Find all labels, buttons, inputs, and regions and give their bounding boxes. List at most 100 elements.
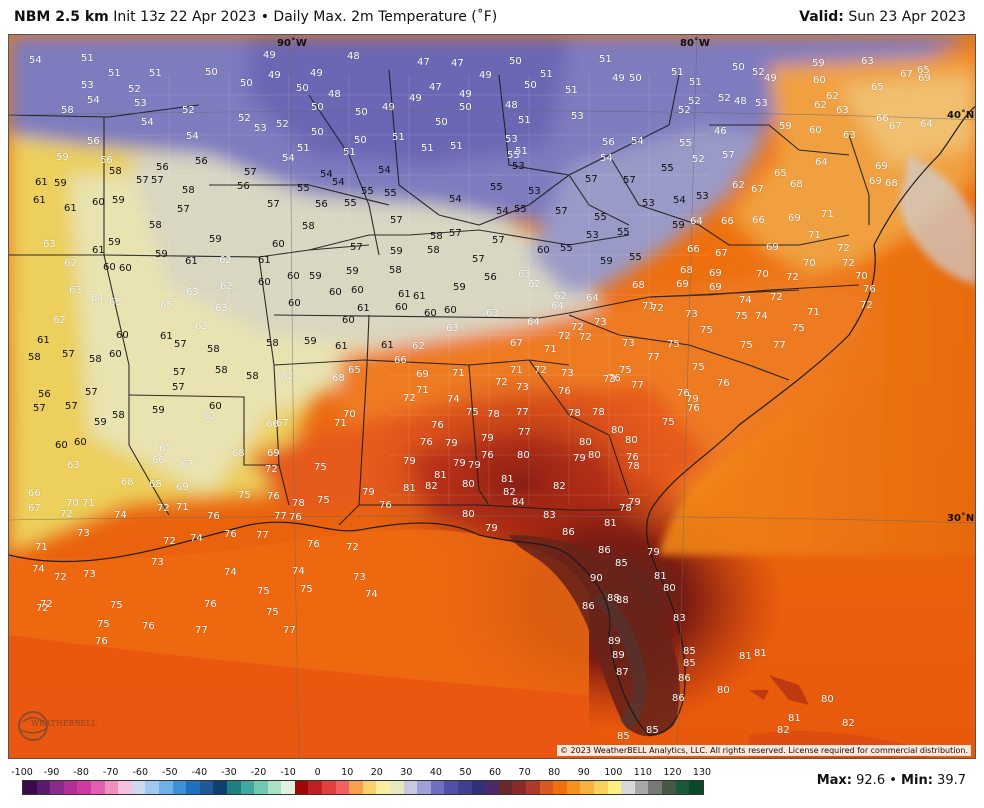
scale-tick-label: 120 — [663, 767, 682, 778]
scale-tick-label: 110 — [633, 767, 652, 778]
header: NBM 2.5 km Init 13z 22 Apr 2023 • Daily … — [0, 0, 984, 34]
scale-color-swatch — [634, 781, 649, 794]
scale-color-swatch — [512, 781, 526, 794]
max-min-stats: Max: 92.6 • Min: 39.7 — [816, 773, 966, 788]
scale-color-swatch — [593, 781, 608, 794]
stats-separator: • — [889, 773, 897, 788]
scale-tick-label: -100 — [11, 767, 33, 778]
scale-color-swatch — [199, 781, 214, 794]
scale-color-swatch — [118, 781, 132, 794]
scale-tick-label: 80 — [548, 767, 561, 778]
scale-tick-label: 50 — [459, 767, 472, 778]
scale-color-swatch — [322, 781, 336, 794]
max-value: 92.6 — [856, 773, 886, 788]
scale-color-swatch — [349, 781, 363, 794]
init-time: Init 13z 22 Apr 2023 — [113, 9, 257, 25]
valid-label: Valid — [799, 9, 839, 25]
scale-color-swatch — [648, 781, 662, 794]
scale-tick-label: -80 — [73, 767, 89, 778]
scale-color-swatch — [403, 781, 418, 794]
lat-label-30n: 30˚N — [947, 513, 975, 524]
copyright-notice: © 2023 WeatherBELL Analytics, LLC. All r… — [557, 745, 971, 756]
min-label: Min — [901, 773, 928, 788]
scale-tick-label: -60 — [132, 767, 149, 778]
scale-color-swatch — [145, 781, 159, 794]
min-value: 39.7 — [937, 773, 966, 788]
field-name: Daily Max. 2m Temperature (˚F) — [273, 9, 498, 25]
scale-tick-label: 0 — [314, 767, 321, 778]
scale-tick-label: 130 — [692, 767, 712, 778]
scale-tick-label: 60 — [488, 767, 502, 778]
scale-tick-label: -70 — [102, 767, 119, 778]
scale-color-swatch — [281, 781, 295, 794]
scale-tick-label: 70 — [518, 767, 531, 778]
scale-color-swatch — [498, 781, 513, 794]
scale-color-swatch — [417, 781, 431, 794]
scale-color-swatch — [172, 781, 187, 794]
lon-label-80w: 80˚W — [680, 38, 710, 49]
scale-color-swatch — [444, 781, 458, 794]
scale-color-swatch — [553, 781, 567, 794]
scale-color-swatch — [580, 781, 594, 794]
map-title: NBM 2.5 km Init 13z 22 Apr 2023 • Daily … — [14, 9, 497, 25]
scale-tick-label: 100 — [604, 767, 623, 778]
scale-tick-label: -10 — [280, 767, 296, 778]
scale-color-swatch — [376, 781, 391, 794]
scale-color-swatch — [104, 781, 119, 794]
temperature-map[interactable]: 54 51 49 48 47 47 50 51 51 50 52 59 63 65 53 51 51 50 50 49… — [8, 34, 976, 759]
scale-color-swatch — [525, 781, 540, 794]
scale-tick-label: -40 — [191, 767, 208, 778]
scale-tick-label: 90 — [577, 767, 590, 778]
scale-color-swatch — [131, 781, 146, 794]
scale-tick-label: 30 — [400, 767, 413, 778]
scale-color-swatch — [77, 781, 91, 794]
valid-time: Valid: Sun 23 Apr 2023 — [799, 9, 966, 25]
scale-color-swatch — [539, 781, 554, 794]
scale-color-swatch — [308, 781, 323, 794]
scale-color-swatch — [661, 781, 676, 794]
weatherbell-logo: WEATHERBELL — [15, 708, 97, 744]
color-scale: -100 -90 -80 -70 -60 -50 -40 -30 -20 -10 0 10 20 30 40… — [8, 762, 711, 808]
scale-tick-label: -30 — [221, 767, 237, 778]
title-separator: • — [260, 9, 269, 25]
max-label: Max — [816, 773, 847, 788]
scale-color-swatch — [63, 781, 78, 794]
scale-color-swatch — [621, 781, 635, 794]
scale-color-swatch — [158, 781, 173, 794]
scale-color-swatch — [485, 781, 499, 794]
scale-color-bar — [22, 780, 704, 795]
scale-color-swatch — [23, 781, 37, 794]
lat-label-40n: 40˚N — [947, 110, 975, 121]
scale-tick-label: -20 — [250, 767, 267, 778]
scale-tick-label: 40 — [429, 767, 442, 778]
scale-color-swatch — [689, 781, 703, 794]
scale-color-swatch — [335, 781, 350, 794]
scale-tick-label: 10 — [341, 767, 354, 778]
scale-color-swatch — [362, 781, 377, 794]
scale-color-swatch — [186, 781, 200, 794]
lon-label-90w: 90˚W — [277, 38, 307, 49]
logo-text: WEATHERBELL — [31, 719, 97, 728]
scale-color-swatch — [294, 781, 309, 794]
scale-tick-labels: -100 -90 -80 -70 -60 -50 -40 -30 -20 -10 0 10 20 30 40… — [11, 767, 712, 779]
scale-color-swatch — [267, 781, 282, 794]
scale-tick-label: 20 — [370, 767, 383, 778]
scale-color-swatch — [471, 781, 486, 794]
scale-color-swatch — [90, 781, 105, 794]
scale-color-swatch — [254, 781, 268, 794]
scale-color-swatch — [675, 781, 690, 794]
scale-color-swatch — [430, 781, 445, 794]
logo-swirl-icon — [18, 711, 48, 741]
scale-color-swatch — [50, 781, 64, 794]
scale-color-swatch — [226, 781, 241, 794]
scale-color-swatch — [607, 781, 622, 794]
valid-value: Sun 23 Apr 2023 — [848, 9, 966, 25]
model-name: NBM 2.5 km — [14, 9, 109, 25]
scale-color-swatch — [390, 781, 404, 794]
scale-color-swatch — [458, 781, 472, 794]
scale-color-swatch — [566, 781, 581, 794]
scale-tick-label: -90 — [43, 767, 60, 778]
scale-tick-label: -50 — [162, 767, 178, 778]
scale-color-swatch — [213, 781, 227, 794]
map-canvas — [9, 35, 975, 758]
